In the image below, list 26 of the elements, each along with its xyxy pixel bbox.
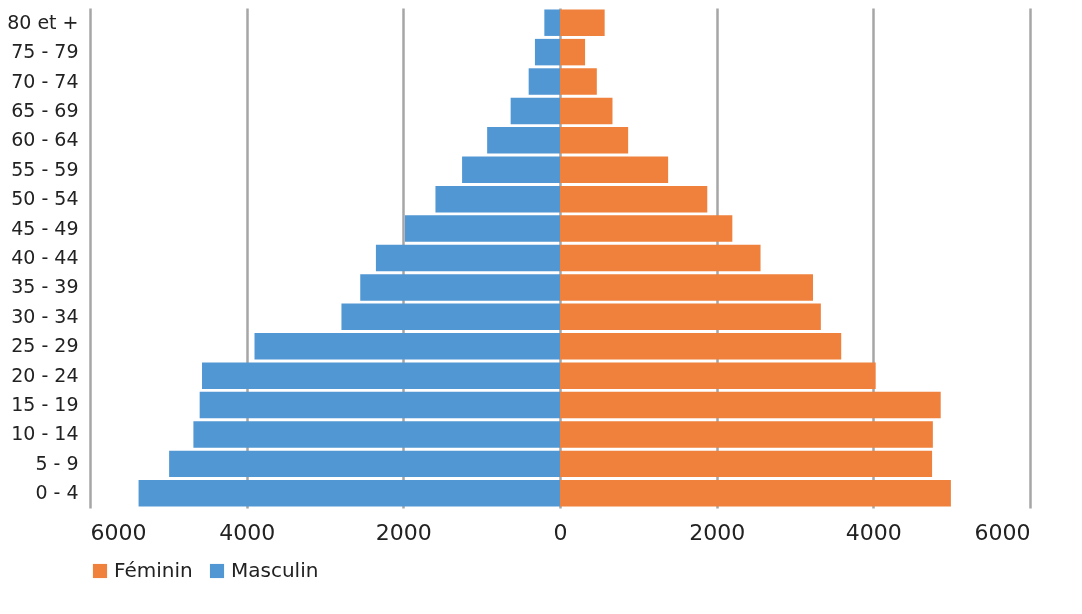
y-tick-label: 25 - 29 [11, 334, 79, 357]
y-tick-label: 80 et + [7, 10, 79, 33]
legend-label: Féminin [114, 558, 193, 582]
x-tick-label: 4000 [219, 519, 276, 545]
x-tick-label: 2000 [689, 519, 746, 545]
x-tick-label: 0 [553, 519, 568, 545]
y-tick-label: 45 - 49 [11, 216, 79, 239]
y-tick-label: 30 - 34 [11, 304, 79, 327]
y-tick-label: 55 - 59 [11, 157, 79, 180]
y-tick-label: 40 - 44 [11, 246, 79, 268]
y-tick-label: 5 - 9 [35, 451, 79, 474]
y-tick-label: 70 - 74 [11, 69, 79, 92]
y-tick-label: 35 - 39 [11, 275, 79, 298]
y-tick-label: 65 - 69 [11, 98, 79, 121]
y-tick-label: 10 - 14 [11, 422, 79, 445]
x-tick-label: 2000 [375, 519, 432, 545]
x-tick-label: 6000 [974, 519, 1031, 545]
legend-label: Masculin [231, 558, 319, 582]
y-tick-label: 60 - 64 [11, 128, 79, 151]
y-tick-label: 0 - 4 [35, 481, 79, 504]
x-tick-label: 4000 [845, 519, 902, 545]
y-tick-label: 15 - 19 [11, 393, 79, 416]
y-tick-label: 50 - 54 [11, 187, 79, 210]
y-tick-label: 20 - 24 [11, 363, 79, 386]
x-tick-label: 6000 [90, 519, 147, 545]
y-tick-label: 75 - 79 [11, 40, 79, 63]
